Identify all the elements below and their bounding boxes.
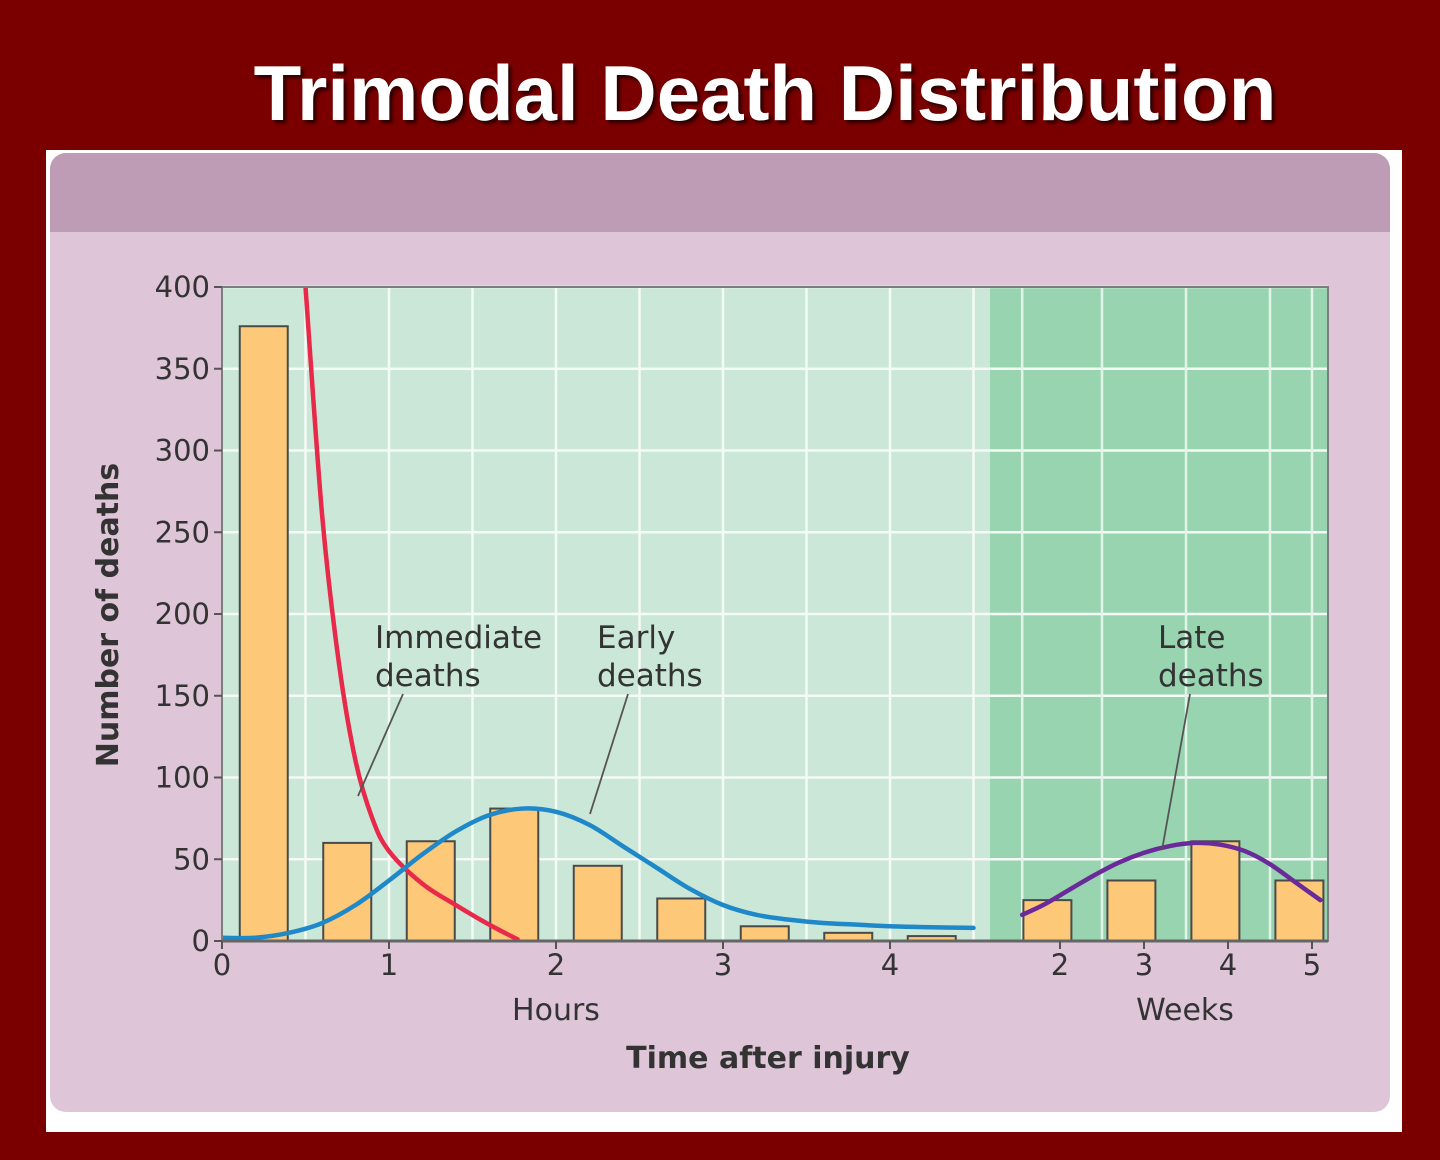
y-tick-label: 100 — [155, 761, 210, 795]
y-tick-label: 0 — [192, 924, 210, 958]
x-tick-label-hours: 4 — [881, 948, 899, 982]
hours-bar — [489, 807, 540, 942]
annotation-leader-line — [589, 693, 629, 815]
immediate-deaths-label: Immediate — [375, 620, 542, 656]
early-deaths-label: Early — [597, 620, 675, 656]
hours-bar — [739, 925, 790, 942]
annotation-leader-line — [357, 693, 404, 797]
late-deaths-label: Late — [1158, 620, 1226, 656]
y-tick-label: 50 — [173, 842, 210, 876]
x-tick-label-hours: 3 — [714, 948, 732, 982]
y-tick-label: 250 — [155, 515, 210, 549]
early-deaths-curve — [222, 806, 976, 941]
slide-title: Trimodal Death Distribution — [253, 49, 1277, 137]
weeks-bar — [1022, 899, 1073, 942]
x-tick-label-hours: 1 — [380, 948, 398, 982]
weeks-bar — [1190, 840, 1241, 943]
hours-bar — [322, 841, 373, 943]
x-tick-label-weeks: 2 — [1051, 948, 1069, 982]
y-axis-title: Number of deaths — [91, 463, 126, 768]
y-tick-label: 300 — [155, 434, 210, 468]
x-tick-label-weeks: 3 — [1135, 948, 1153, 982]
x-tick-label-hours: 0 — [213, 948, 231, 982]
x-tick-label-weeks: 4 — [1219, 948, 1237, 982]
x-axis-title: Time after injury — [626, 1041, 910, 1076]
y-tick-label: 200 — [155, 597, 210, 631]
x-tick-label-hours: 2 — [547, 948, 565, 982]
weeks-bar — [1274, 879, 1325, 943]
weeks-bar — [1106, 879, 1157, 943]
immediate-deaths-curve — [303, 287, 520, 941]
late-deaths-label: deaths — [1158, 658, 1264, 694]
hours-bar — [238, 325, 289, 942]
late-deaths-curve — [1019, 840, 1323, 918]
weeks-label: Weeks — [1136, 993, 1234, 1028]
hours-label: Hours — [512, 993, 600, 1028]
y-tick-label: 400 — [155, 270, 210, 304]
x-tick-label-weeks: 5 — [1303, 948, 1321, 982]
hours-bar — [572, 864, 623, 942]
y-tick-label: 150 — [155, 679, 210, 713]
hours-bar — [656, 897, 707, 942]
immediate-deaths-label: deaths — [375, 658, 481, 694]
early-deaths-label: deaths — [597, 658, 703, 694]
annotation-leader-line — [1161, 693, 1191, 851]
figure-header-bar — [50, 153, 1390, 232]
y-tick-label: 350 — [155, 352, 210, 386]
